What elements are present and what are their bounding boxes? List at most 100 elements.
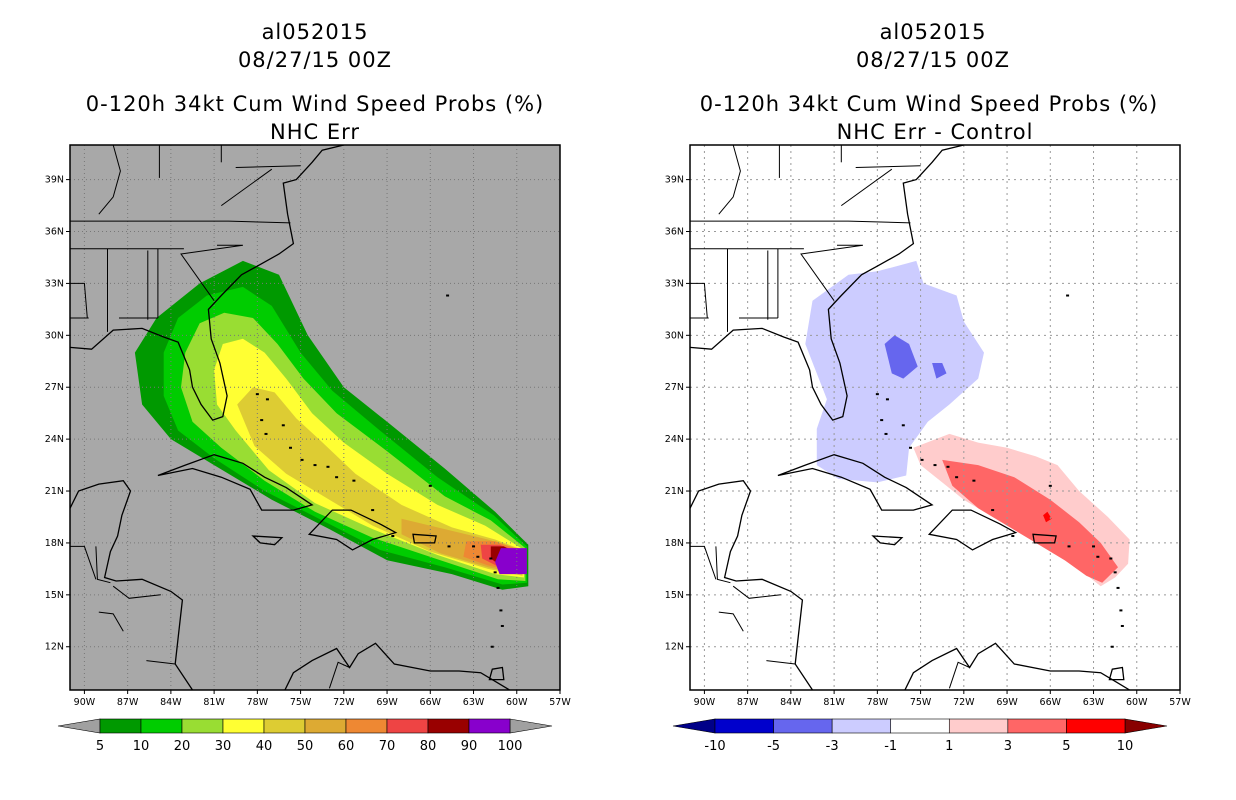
right-small-island [955,476,959,479]
right-small-island [1048,484,1052,487]
left-colorbar-swatch [181,718,224,734]
right-lat-label: 18N [665,538,684,549]
right-border [855,165,921,168]
right-colorbar-tick-label: 3 [1004,739,1012,754]
left-border [180,244,243,301]
right-colorbar-swatch [773,718,833,734]
left-lat-label: 24N [45,434,64,445]
right-lon-label: 81W [823,697,845,708]
right-colorbar-tick-label: -10 [704,739,725,754]
left-small-island [493,571,497,574]
left-small-island [472,545,476,548]
left-colorbar-swatch [222,718,265,734]
right-small-island [972,479,976,482]
left-border [70,220,291,224]
left-lon-label: 57W [549,697,571,708]
left-small-island [447,545,451,548]
right-colorbar-tick-label: -3 [826,739,839,754]
left-lat-label: 21N [45,486,64,497]
right-colorbar-swatch [714,718,774,734]
left-island [307,509,398,551]
left-small-island [446,294,450,297]
left-storm-id: al052015 [261,20,369,44]
right-colorbar-swatch [1066,718,1126,734]
left-lat-label: 39N [45,175,64,186]
left-lat-label: 15N [45,590,64,601]
right-small-island [1116,586,1120,589]
right-small-island [909,446,912,449]
right-colorbar-swatch [948,718,1009,734]
right-small-island [933,464,937,467]
left-small-island [281,424,285,427]
left-frame [69,144,561,691]
left-island [251,535,284,546]
right-contour-neg-mid-1 [884,335,918,379]
right-island [1108,666,1125,681]
right-lat-label: 21N [665,486,684,497]
right-small-island [1109,557,1113,560]
right-contour-pos-dark [1043,511,1052,523]
left-lon-label: 75W [290,697,312,708]
left-subtitle: NHC Err [269,120,360,144]
right-lon-label: 60W [1126,697,1148,708]
right-border [732,585,781,599]
left-coastline [70,480,194,690]
right-small-island [1066,294,1070,297]
left-lon-label: 69W [376,697,398,708]
left-small-island [265,398,269,401]
left-colorbar-tick-label: 80 [420,739,437,754]
right-border [800,244,863,301]
left-colorbar-swatch [345,718,388,734]
right-colorbar-tick-label: 5 [1062,739,1070,754]
right-small-island [1110,645,1114,648]
left-lat-label: 18N [45,538,64,549]
left-colorbar-swatch [304,718,347,734]
right-contour-pos-mid [942,459,1118,583]
right-small-island [1067,545,1071,548]
right-border [690,282,708,319]
right-lon-label: 66W [1040,697,1062,708]
right-island [1032,533,1057,544]
left-island [488,666,505,681]
left-lat-label: 33N [45,278,64,289]
left-colorbar-swatch [427,718,470,734]
right-colorbar-tick-label: -1 [884,739,897,754]
right-colorbar-tick-label: -5 [767,739,780,754]
left-contour-30 [214,338,524,578]
left-lon-label: 84W [160,697,182,708]
right-difference-map: 39N 36N 33N 30N 27N 24N 21N 18N 15N 12N 90W 87W 84W 8… [665,144,1191,708]
right-lat-label: 24N [665,434,684,445]
left-small-island [300,458,304,461]
right-lat-label: 36N [665,227,684,238]
left-product-title: 0-120h 34kt Cum Wind Speed Probs (%) [85,92,545,116]
left-lon-label: 81W [203,697,225,708]
left-lon-label: 78W [247,697,269,708]
right-lon-label: 72W [953,697,975,708]
right-colorbar-tick-label: 10 [1117,739,1134,754]
right-lon-label: 75W [910,697,932,708]
right-small-island [880,419,884,422]
right-small-island [875,393,879,396]
right-small-island [885,398,889,401]
right-coastline [690,145,964,421]
left-colorbar-swatch [140,718,183,734]
right-small-island [901,424,905,427]
left-colorbar-tick-label: 60 [338,739,355,754]
left-colorbar-tick-label: 5 [96,739,104,754]
left-island [157,454,314,511]
right-border [718,611,744,632]
left-lat-label: 30N [45,330,64,341]
right-subtitle: NHC Err - Control [836,120,1034,144]
left-colorbar-swatch [468,718,511,734]
right-border [948,661,970,689]
right-small-island [1011,535,1015,538]
left-contour-40 [237,387,523,576]
right-island [777,454,934,511]
right-border [718,145,741,215]
left-colorbar-tick-label: 30 [215,739,232,754]
right-lon-label: 78W [867,697,889,708]
right-frame [689,144,1181,691]
left-small-island [289,446,292,449]
left-border [328,661,350,689]
right-border [690,220,911,224]
